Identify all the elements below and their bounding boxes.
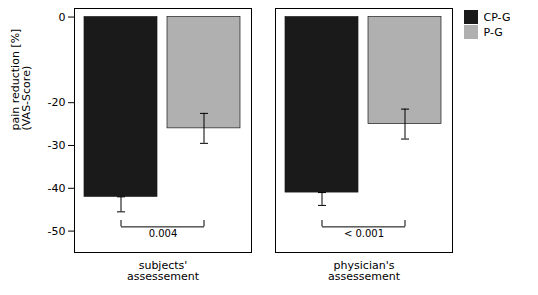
svg-text:pain reduction [%](VAS-Score): pain reduction [%](VAS-Score): [9, 29, 33, 131]
html-text:P-G: P-G: [483, 25, 503, 39]
svg-text:0: 0: [59, 11, 66, 24]
svg-text:-30: -30: [48, 139, 66, 152]
html-text:CP-G: CP-G: [483, 10, 511, 24]
svg-text:< 0.001: < 0.001: [344, 228, 384, 239]
svg-text:physician'sassessement: physician'sassessement: [328, 259, 401, 283]
svg-text:subjects'assessement: subjects'assessement: [127, 259, 200, 283]
svg-text:-20: -20: [48, 96, 66, 109]
svg-text:-50: -50: [48, 225, 66, 238]
svg-text:0.004: 0.004: [149, 228, 178, 239]
svg-text:-40: -40: [48, 182, 66, 195]
